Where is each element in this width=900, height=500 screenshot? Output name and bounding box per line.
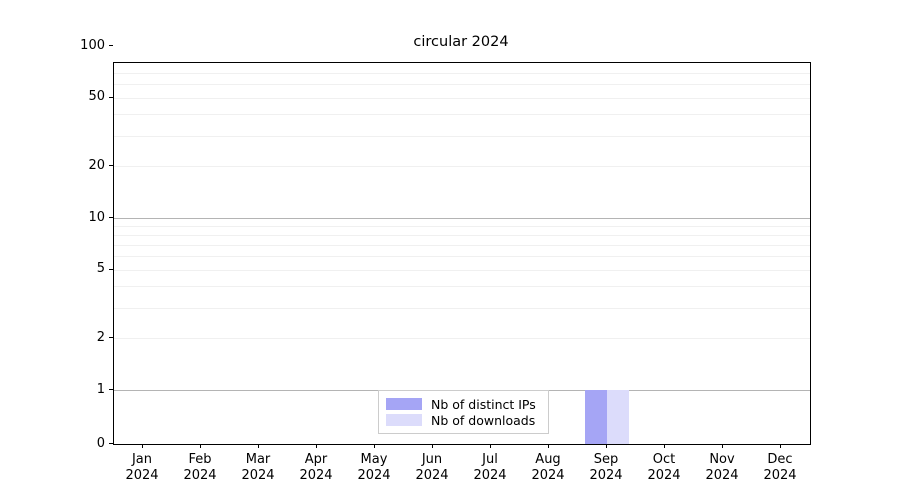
x-axis-tick-mark	[722, 444, 724, 448]
chart-legend: Nb of distinct IPs Nb of downloads	[378, 390, 549, 434]
x-axis-tick-mark	[142, 444, 144, 448]
x-axis-tick-mark	[258, 444, 260, 448]
gridline-50	[114, 97, 810, 99]
y-axis-tick-label: 0	[96, 435, 105, 451]
x-tick-year: 2024	[531, 468, 565, 483]
x-tick-year: 2024	[357, 468, 391, 483]
legend-swatch-icon	[386, 414, 422, 426]
y-axis-tick-mark	[109, 45, 113, 47]
legend-swatch-icon	[386, 398, 422, 410]
gridline-4	[114, 286, 810, 288]
y-axis-tick-mark	[109, 268, 113, 270]
y-axis-tick-label: 10	[88, 209, 105, 225]
x-axis-tick-label: Mar 2024	[223, 452, 293, 484]
plot-inner	[114, 63, 810, 444]
y-axis-tick-label: 5	[96, 261, 105, 277]
x-tick-month: Dec	[767, 452, 793, 467]
legend-item[interactable]: Nb of distinct IPs	[386, 396, 541, 412]
gridline-3	[114, 307, 810, 309]
x-tick-year: 2024	[183, 468, 217, 483]
x-axis-tick-label: Feb 2024	[165, 452, 235, 484]
gridline-8	[114, 234, 810, 236]
x-axis-tick-label: Oct 2024	[629, 452, 699, 484]
bar	[607, 390, 629, 444]
x-axis-tick-label: Apr 2024	[281, 452, 351, 484]
x-tick-year: 2024	[705, 468, 739, 483]
legend-label: Nb of downloads	[431, 412, 536, 428]
x-tick-year: 2024	[125, 468, 159, 483]
gridline-6	[114, 256, 810, 258]
x-tick-year: 2024	[763, 468, 797, 483]
y-axis-tick-mark	[109, 389, 113, 391]
gridline-5	[114, 269, 810, 271]
x-axis-tick-mark	[548, 444, 550, 448]
x-tick-month: Oct	[652, 452, 676, 467]
x-axis-tick-label: Jul 2024	[455, 452, 525, 484]
gridline-9	[114, 225, 810, 227]
gridline-30	[114, 135, 810, 137]
x-tick-year: 2024	[647, 468, 681, 483]
x-axis-tick-label: Aug 2024	[513, 452, 583, 484]
gridline-60	[114, 84, 810, 86]
x-tick-year: 2024	[415, 468, 449, 483]
x-tick-month: Jun	[421, 452, 443, 467]
x-axis-tick-mark	[490, 444, 492, 448]
gridline-20	[114, 166, 810, 168]
x-axis-tick-label: Jun 2024	[397, 452, 467, 484]
gridline-2	[114, 338, 810, 340]
x-axis-tick-mark	[664, 444, 666, 448]
x-axis-tick-label: May 2024	[339, 452, 409, 484]
y-axis-tick-label: 50	[88, 89, 105, 105]
legend-item[interactable]: Nb of downloads	[386, 412, 541, 428]
x-tick-month: Aug	[535, 452, 561, 467]
x-tick-year: 2024	[589, 468, 623, 483]
x-axis-tick-label: Sep 2024	[571, 452, 641, 484]
x-tick-month: Jul	[482, 452, 498, 467]
x-tick-month: Sep	[593, 452, 619, 467]
y-axis-tick-mark	[109, 165, 113, 167]
y-axis-tick-mark	[109, 337, 113, 339]
x-tick-year: 2024	[241, 468, 275, 483]
x-tick-year: 2024	[299, 468, 333, 483]
x-axis-tick-label: Dec 2024	[745, 452, 815, 484]
x-axis-tick-mark	[780, 444, 782, 448]
y-axis-tick-mark	[109, 443, 113, 445]
gridline-70	[114, 72, 810, 74]
x-tick-month: May	[360, 452, 388, 467]
x-axis-tick-label: Jan 2024	[107, 452, 177, 484]
x-tick-month: Feb	[188, 452, 212, 467]
y-axis-tick-label: 20	[88, 157, 105, 173]
y-axis-tick-mark	[109, 217, 113, 219]
bar	[585, 390, 607, 444]
x-tick-month: Jan	[131, 452, 153, 467]
x-axis-tick-label: Nov 2024	[687, 452, 757, 484]
chart-title: circular 2024	[413, 34, 509, 50]
x-axis-tick-mark	[200, 444, 202, 448]
x-tick-month: Apr	[304, 452, 328, 467]
gridline-7	[114, 244, 810, 246]
x-tick-month: Mar	[245, 452, 271, 467]
x-axis-tick-mark	[374, 444, 376, 448]
x-axis-tick-mark	[316, 444, 318, 448]
y-axis-tick-label: 2	[96, 329, 105, 345]
x-axis-tick-mark	[606, 444, 608, 448]
x-axis-tick-mark	[432, 444, 434, 448]
plot-area	[113, 62, 811, 445]
x-tick-month: Nov	[709, 452, 735, 467]
gridline-40	[114, 114, 810, 116]
y-axis-tick-label: 1	[96, 381, 105, 397]
y-axis-tick-label: 100	[80, 37, 105, 53]
gridline-10	[114, 218, 810, 219]
x-tick-year: 2024	[473, 468, 507, 483]
legend-label: Nb of distinct IPs	[431, 396, 536, 412]
y-axis-tick-mark	[109, 96, 113, 98]
